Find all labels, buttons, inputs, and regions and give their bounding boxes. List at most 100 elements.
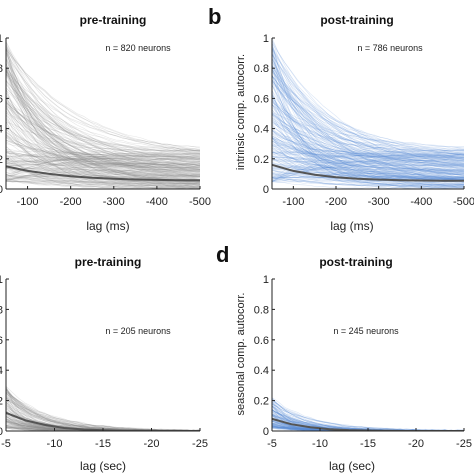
neuron-trace (272, 64, 464, 175)
neuron-trace (6, 98, 200, 171)
neuron-trace (6, 152, 200, 160)
neuron-trace (6, 128, 200, 179)
neuron-trace (6, 151, 200, 170)
neuron-trace (6, 180, 200, 188)
neuron-trace (6, 180, 200, 183)
neuron-trace (272, 141, 464, 179)
neuron-trace (6, 180, 200, 183)
neuron-trace (6, 427, 200, 431)
x-tick-label: -400 (410, 196, 432, 208)
neuron-trace (272, 156, 464, 164)
neuron-trace (6, 410, 200, 431)
neuron-trace (272, 121, 464, 184)
neuron-trace (272, 151, 464, 155)
y-tick-label: 0.4 (254, 365, 269, 377)
neuron-trace (272, 42, 464, 167)
panel-letter-d: d (216, 242, 229, 267)
neuron-trace (272, 154, 464, 182)
neuron-trace (272, 149, 464, 178)
y-tick-label: 0.2 (254, 154, 269, 166)
neuron-trace (272, 76, 464, 151)
neuron-trace (6, 391, 200, 431)
neuron-trace (6, 105, 200, 173)
neuron-trace (272, 137, 464, 186)
neuron-trace (272, 113, 464, 181)
neuron-trace (272, 44, 464, 157)
neuron-trace (272, 418, 464, 431)
neuron-trace (272, 78, 464, 156)
neuron-trace (6, 140, 200, 158)
neuron-trace (6, 67, 200, 162)
neuron-trace (272, 42, 464, 179)
neuron-trace (272, 121, 464, 159)
neuron-trace (6, 102, 200, 170)
neuron-trace (272, 40, 464, 174)
neuron-trace (272, 84, 464, 166)
neuron-trace (6, 69, 200, 166)
neuron-trace (272, 140, 464, 180)
x-tick-label: -100 (17, 196, 39, 208)
neuron-trace (272, 166, 464, 181)
neuron-trace (272, 129, 464, 164)
neuron-trace (272, 173, 464, 180)
neuron-trace (6, 121, 200, 155)
neuron-trace (6, 73, 200, 168)
neuron-trace (6, 166, 200, 188)
y-tick-label: 0.8 (0, 63, 3, 75)
neuron-trace (272, 124, 464, 185)
neuron-trace (272, 106, 464, 180)
neuron-trace (6, 154, 200, 169)
neuron-trace (272, 140, 464, 176)
neuron-trace (6, 114, 200, 185)
neuron-trace (272, 136, 464, 173)
neuron-trace (272, 149, 464, 183)
neuron-trace (272, 99, 464, 176)
neuron-trace (272, 61, 464, 161)
neuron-trace (272, 154, 464, 159)
neuron-trace (6, 179, 200, 187)
neuron-trace (272, 144, 464, 186)
neuron-trace (272, 132, 464, 162)
neuron-trace (272, 172, 464, 178)
neuron-trace (272, 97, 464, 176)
neuron-trace (272, 424, 464, 431)
x-axis-label: lag (sec) (80, 459, 126, 473)
neuron-trace (272, 424, 464, 431)
y-axis-label: seasonal comp. autocorr. (235, 293, 247, 416)
neuron-trace (6, 152, 200, 158)
neuron-trace (6, 180, 200, 186)
neuron-trace (6, 158, 200, 189)
neuron-trace (6, 70, 200, 186)
neuron-trace (6, 57, 200, 162)
neuron-trace (6, 79, 200, 177)
neuron-trace (6, 97, 200, 175)
neuron-trace (6, 95, 200, 172)
neuron-trace (272, 165, 464, 170)
x-axis-label: lag (ms) (86, 219, 129, 233)
neuron-trace (272, 94, 464, 186)
neuron-trace (272, 160, 464, 165)
neuron-trace (272, 117, 464, 181)
neuron-trace (272, 133, 464, 159)
neuron-trace (272, 66, 464, 156)
neuron-trace (6, 160, 200, 166)
neuron-trace (272, 140, 464, 160)
neuron-trace (272, 54, 464, 165)
neuron-trace (6, 163, 200, 166)
neuron-trace (6, 160, 200, 163)
neuron-trace (6, 102, 200, 168)
neuron-trace (272, 120, 464, 168)
x-tick-label: -500 (453, 196, 474, 208)
neuron-trace (272, 101, 464, 176)
neuron-trace (272, 104, 464, 159)
neuron-trace (272, 71, 464, 153)
neuron-trace (272, 161, 464, 178)
neuron-trace (272, 178, 464, 188)
neuron-trace (272, 136, 464, 178)
neuron-trace (6, 75, 200, 152)
neuron-trace (272, 103, 464, 179)
neuron-trace (272, 414, 464, 431)
neuron-trace (6, 112, 200, 182)
neuron-trace (272, 95, 464, 173)
neuron-trace (272, 123, 464, 166)
